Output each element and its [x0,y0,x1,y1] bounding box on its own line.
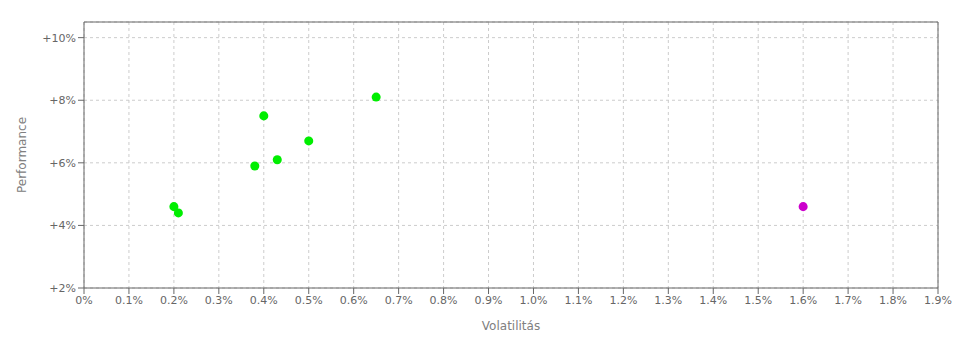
svg-text:+8%: +8% [49,94,76,107]
svg-text:1.6%: 1.6% [789,294,817,307]
svg-text:1.2%: 1.2% [609,294,637,307]
svg-text:+2%: +2% [49,282,76,295]
svg-text:0.3%: 0.3% [205,294,233,307]
svg-text:1.4%: 1.4% [699,294,727,307]
svg-text:0.1%: 0.1% [115,294,143,307]
svg-text:Volatilitás: Volatilitás [482,319,540,333]
svg-text:1.5%: 1.5% [744,294,772,307]
svg-text:0.4%: 0.4% [250,294,278,307]
svg-text:0.5%: 0.5% [295,294,323,307]
svg-text:1.0%: 1.0% [519,294,547,307]
svg-text:Performance: Performance [15,117,29,193]
svg-text:1.1%: 1.1% [564,294,592,307]
svg-text:0.8%: 0.8% [430,294,458,307]
svg-text:1.9%: 1.9% [924,294,952,307]
svg-text:0%: 0% [75,294,92,307]
svg-text:0.2%: 0.2% [160,294,188,307]
svg-text:1.3%: 1.3% [654,294,682,307]
svg-text:1.7%: 1.7% [834,294,862,307]
svg-text:1.8%: 1.8% [879,294,907,307]
svg-text:+6%: +6% [49,157,76,170]
svg-text:+10%: +10% [42,32,76,45]
svg-text:0.7%: 0.7% [385,294,413,307]
svg-text:0.6%: 0.6% [340,294,368,307]
svg-text:0.9%: 0.9% [475,294,503,307]
svg-text:+4%: +4% [49,219,76,232]
